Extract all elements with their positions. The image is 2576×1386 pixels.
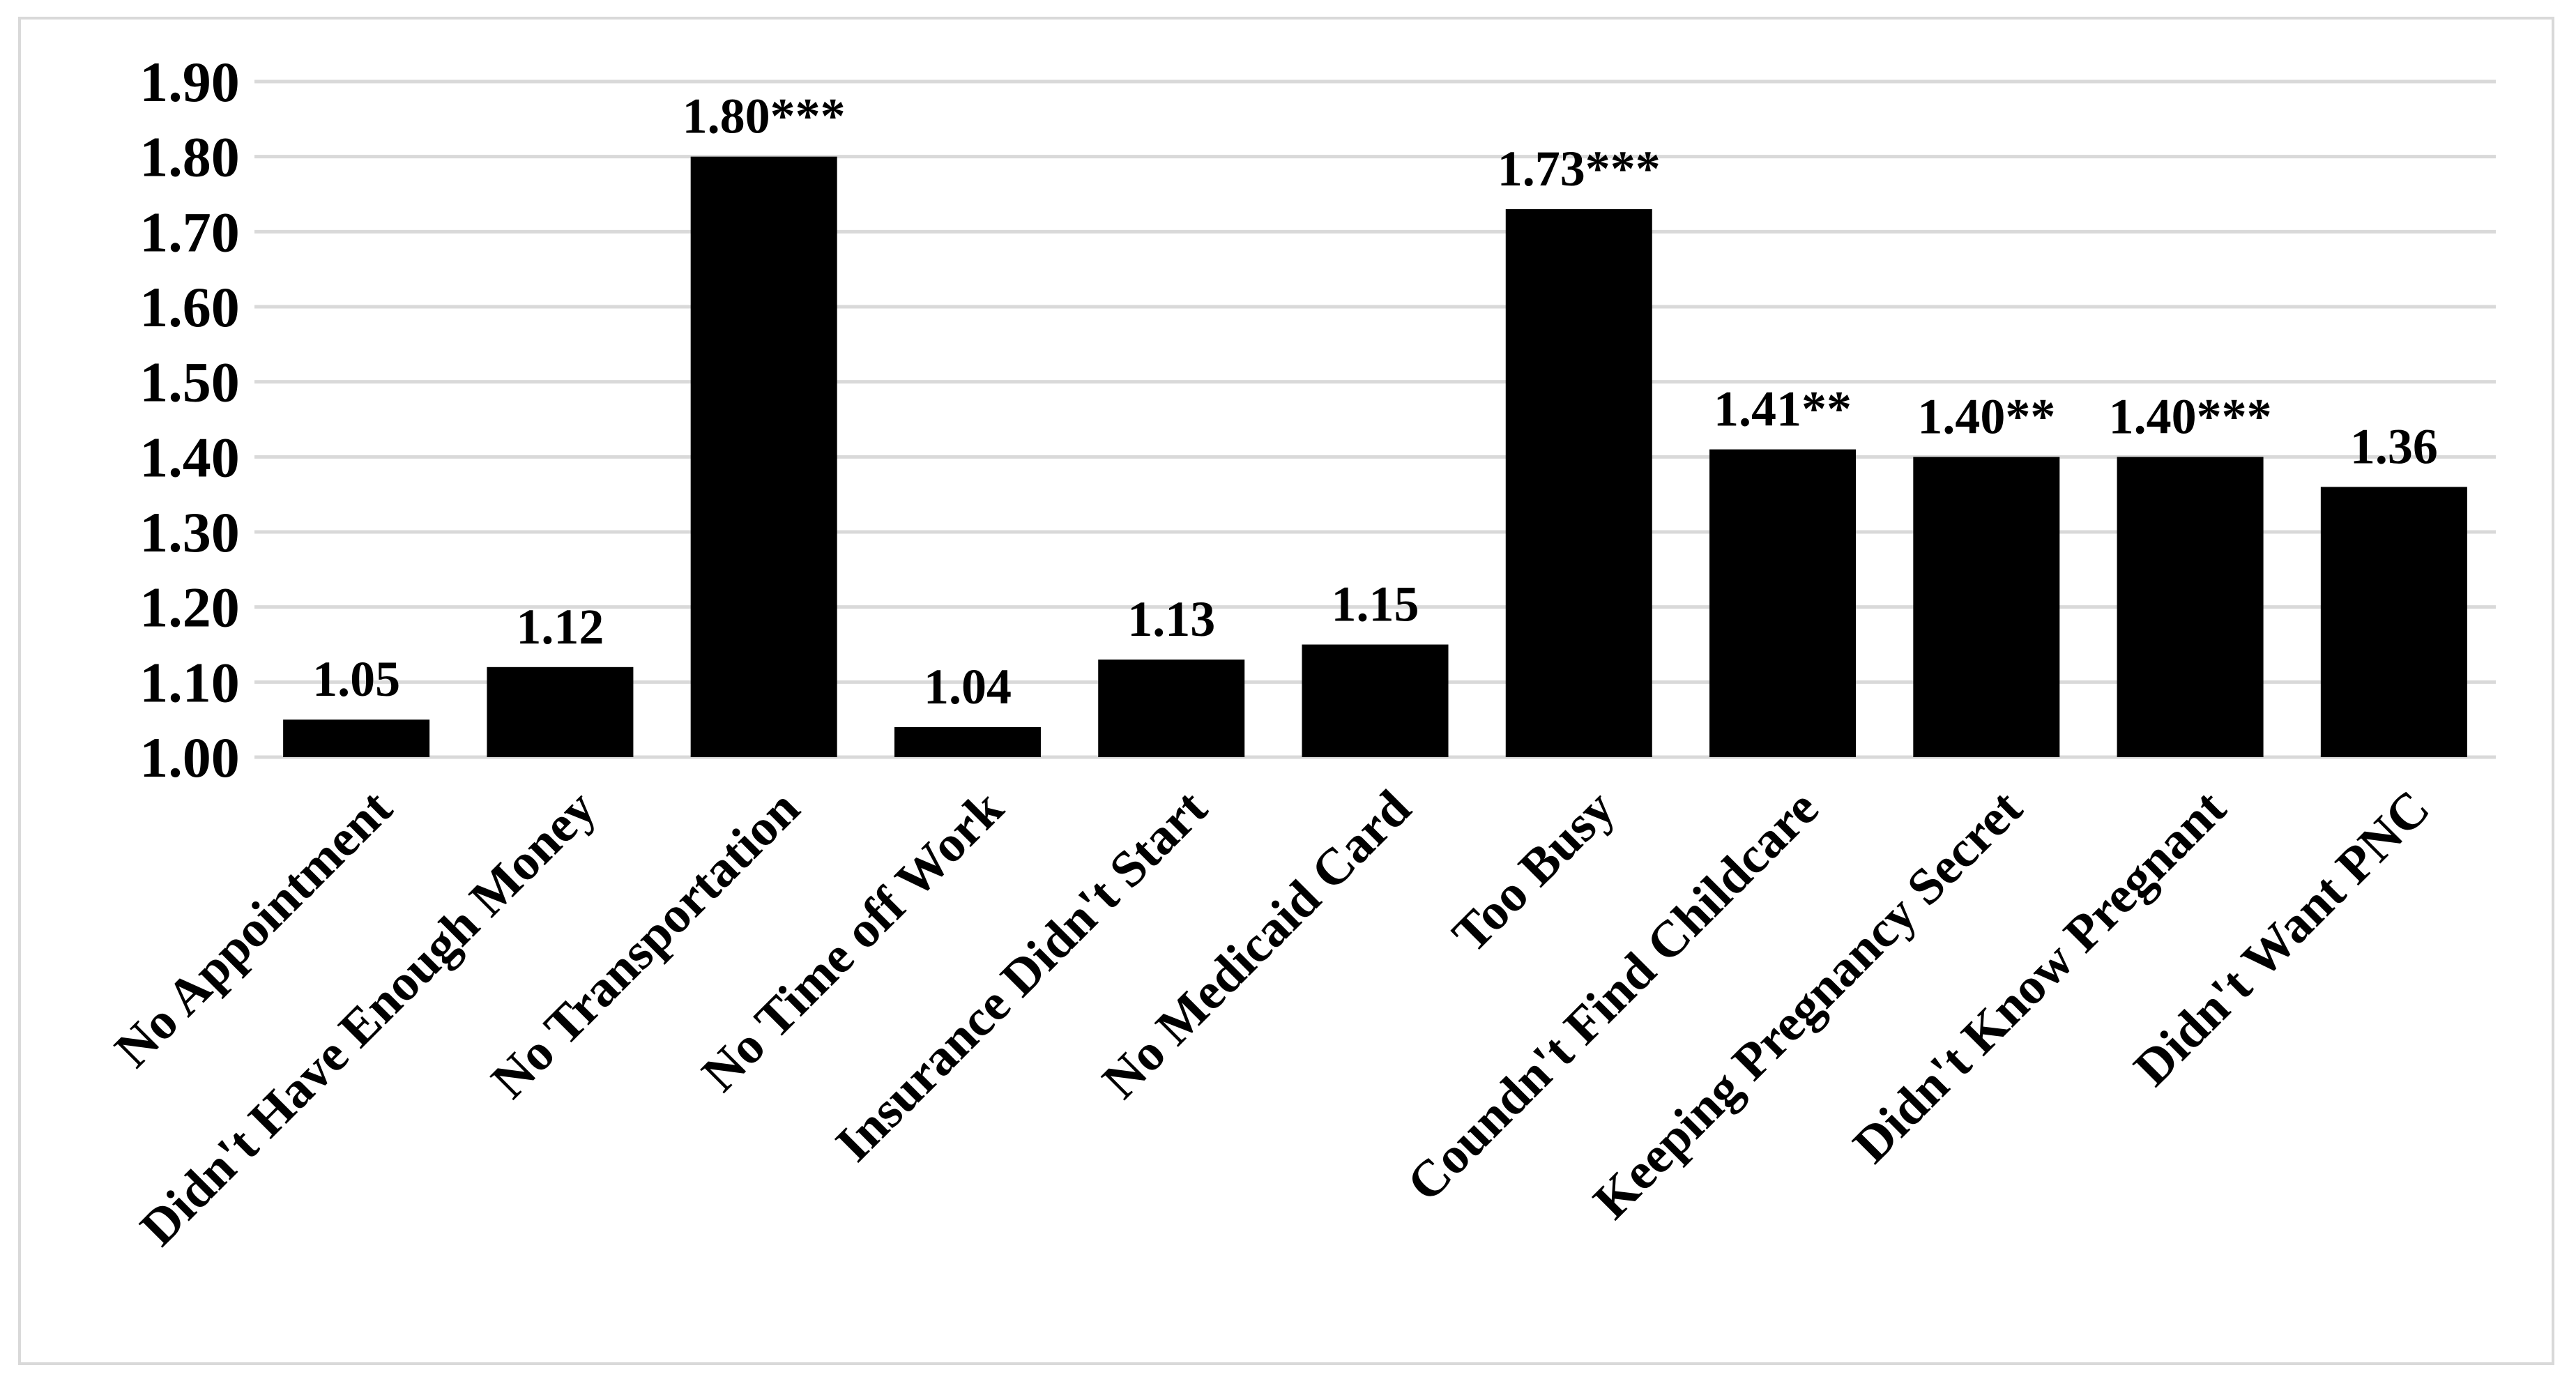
data-labels: 1.05 1.12 1.80*** 1.04 1.13 1.15 1.73*** 1.41**… [312, 89, 2438, 715]
data-label: 1.15 [1332, 577, 1419, 632]
data-label: 1.40** [1917, 388, 2055, 444]
data-label: 1.04 [924, 659, 1012, 715]
data-label: 1.36 [2350, 418, 2438, 474]
y-tick-label: 1.40 [139, 425, 240, 489]
bar [2320, 487, 2467, 757]
x-category-label: Insurance Didn't Start [825, 779, 1218, 1173]
bar [283, 719, 430, 757]
x-category-label: Keeping Pregnancy Secret [1583, 779, 2033, 1230]
data-label: 1.12 [516, 599, 604, 655]
bar [1302, 644, 1449, 757]
bar [487, 667, 634, 757]
bar [1098, 660, 1245, 757]
y-tick-label: 1.00 [139, 726, 240, 789]
y-tick-label: 1.50 [139, 351, 240, 414]
y-tick-label: 1.70 [139, 200, 240, 264]
x-category-label: Too Busy [1442, 779, 1626, 964]
data-label: 1.73*** [1497, 141, 1661, 197]
bars [283, 156, 2467, 757]
data-label: 1.13 [1127, 591, 1215, 647]
data-label: 1.05 [312, 651, 400, 707]
bar [690, 156, 837, 757]
data-label: 1.80*** [683, 89, 846, 144]
x-category-label: Coundn't Find Childcare [1396, 779, 1829, 1212]
bar [1505, 209, 1652, 757]
bar [2117, 457, 2264, 757]
y-tick-label: 1.20 [139, 576, 240, 639]
y-tick-label: 1.60 [139, 275, 240, 339]
data-label: 1.41** [1714, 381, 1852, 437]
y-axis-tick-labels: 1.00 1.10 1.20 1.30 1.40 1.50 1.60 1.70 1.80 1.90 [139, 50, 240, 789]
y-tick-label: 1.80 [139, 125, 240, 189]
bar [894, 726, 1041, 757]
bar [1913, 457, 2060, 757]
y-tick-label: 1.30 [139, 501, 240, 564]
y-tick-label: 1.10 [139, 650, 240, 714]
data-label: 1.40*** [2109, 388, 2272, 444]
x-category-label: Didn't Know Pregnant [1843, 779, 2237, 1174]
bar [1709, 449, 1857, 757]
y-tick-label: 1.90 [139, 50, 240, 114]
